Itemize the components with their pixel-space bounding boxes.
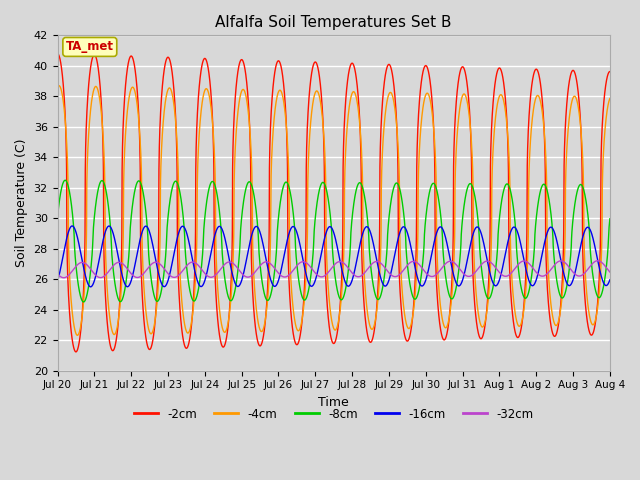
-32cm — [606, 269, 614, 275]
-4cm — [428, 102, 435, 108]
-4cm — [314, 88, 321, 94]
-8cm — [489, 285, 497, 290]
-32cm — [153, 260, 161, 265]
-32cm — [54, 271, 61, 277]
-2cm — [606, 69, 614, 74]
-8cm — [606, 216, 614, 222]
-16cm — [87, 284, 95, 290]
-32cm — [427, 274, 435, 279]
-2cm — [314, 62, 321, 68]
-2cm — [605, 69, 613, 75]
-16cm — [68, 223, 76, 229]
-16cm — [153, 264, 161, 269]
Text: TA_met: TA_met — [66, 40, 114, 53]
-2cm — [427, 86, 435, 92]
-8cm — [428, 183, 435, 189]
Line: -16cm: -16cm — [58, 226, 610, 287]
-2cm — [489, 103, 497, 108]
-32cm — [458, 268, 465, 274]
Y-axis label: Soil Temperature (C): Soil Temperature (C) — [15, 139, 28, 267]
-4cm — [74, 333, 81, 338]
-32cm — [60, 275, 67, 281]
-2cm — [458, 65, 465, 71]
Line: -32cm: -32cm — [58, 261, 610, 278]
-4cm — [489, 149, 497, 155]
-8cm — [314, 199, 321, 204]
-16cm — [314, 270, 321, 276]
Line: -2cm: -2cm — [58, 54, 610, 352]
-16cm — [458, 280, 465, 286]
-4cm — [153, 300, 161, 305]
-16cm — [606, 277, 614, 283]
-8cm — [153, 299, 161, 304]
-4cm — [54, 84, 61, 90]
-2cm — [153, 293, 161, 299]
-8cm — [54, 214, 61, 220]
-2cm — [72, 349, 80, 355]
-8cm — [458, 226, 465, 232]
-4cm — [55, 83, 63, 89]
-16cm — [605, 278, 613, 284]
-32cm — [594, 258, 602, 264]
-8cm — [61, 178, 69, 183]
-16cm — [489, 280, 497, 286]
-32cm — [314, 272, 321, 278]
Legend: -2cm, -4cm, -8cm, -16cm, -32cm: -2cm, -4cm, -8cm, -16cm, -32cm — [129, 403, 538, 425]
-8cm — [79, 299, 87, 305]
-16cm — [428, 254, 435, 260]
-4cm — [458, 96, 465, 101]
-2cm — [54, 51, 61, 57]
-32cm — [489, 262, 497, 267]
-8cm — [605, 221, 613, 227]
-16cm — [54, 278, 61, 284]
-32cm — [605, 269, 613, 275]
-4cm — [605, 97, 613, 103]
Title: Alfalfa Soil Temperatures Set B: Alfalfa Soil Temperatures Set B — [216, 15, 452, 30]
Line: -4cm: -4cm — [58, 86, 610, 336]
-4cm — [606, 96, 614, 101]
X-axis label: Time: Time — [318, 396, 349, 409]
Line: -8cm: -8cm — [58, 180, 610, 302]
